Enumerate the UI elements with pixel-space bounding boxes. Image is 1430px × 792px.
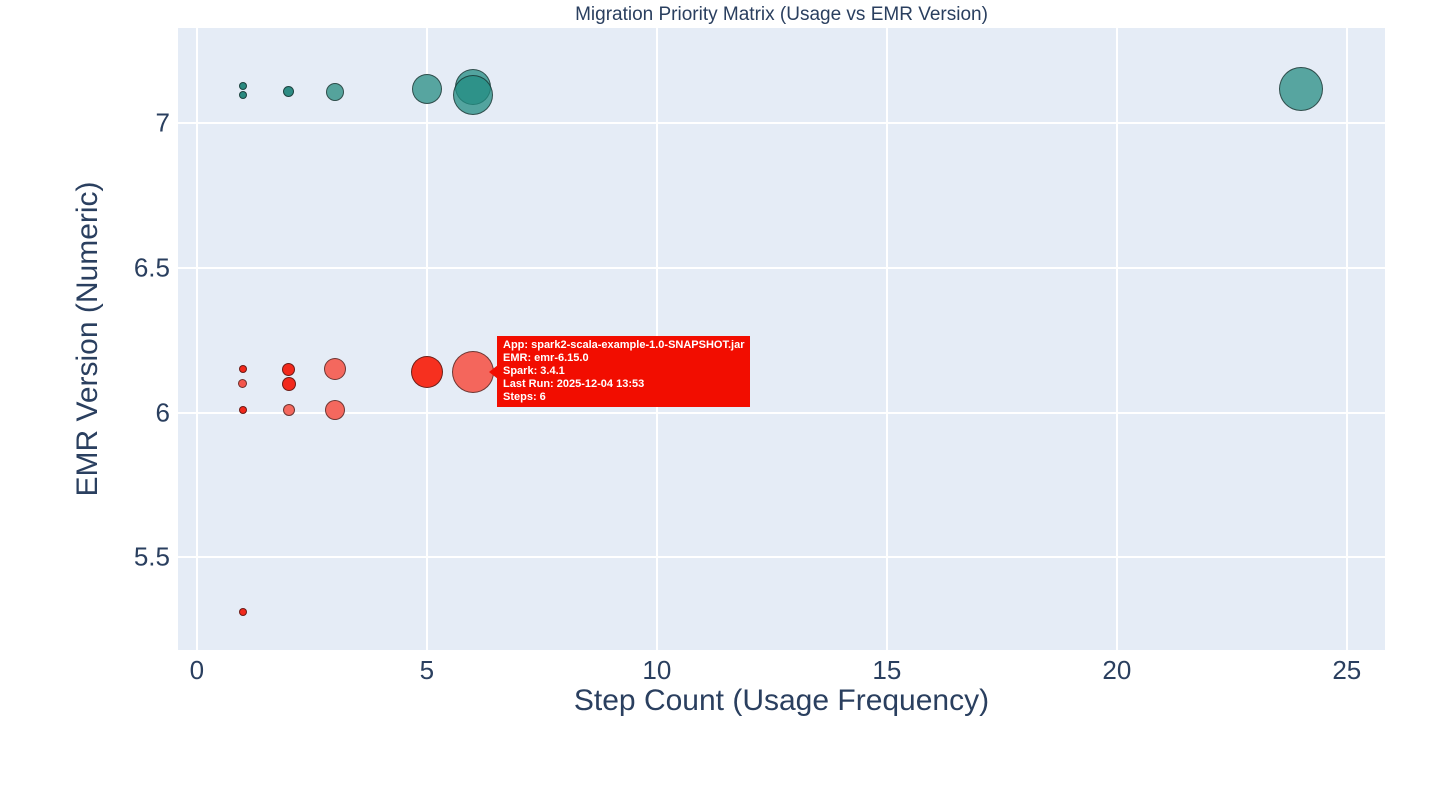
data-point-bubble[interactable] bbox=[324, 399, 345, 420]
x-tick-label: 0 bbox=[189, 655, 205, 685]
x-tick-label: 20 bbox=[1102, 655, 1132, 685]
data-point-bubble[interactable] bbox=[325, 82, 344, 101]
gridline-vertical bbox=[885, 28, 888, 650]
x-tick-label: 10 bbox=[642, 655, 672, 685]
data-point-bubble[interactable] bbox=[238, 81, 247, 90]
x-tick-label: 5 bbox=[419, 655, 435, 685]
x-axis-title: Step Count (Usage Frequency) bbox=[573, 684, 990, 717]
tooltip-line-emr: EMR: emr-6.15.0 bbox=[503, 352, 589, 364]
y-tick-label: 7 bbox=[155, 107, 170, 138]
data-point-bubble[interactable] bbox=[323, 358, 346, 381]
tooltip-line-app: App: spark2-scala-example-1.0-SNAPSHOT.j… bbox=[503, 339, 745, 351]
data-point-bubble[interactable] bbox=[283, 86, 295, 98]
data-point-bubble[interactable] bbox=[238, 608, 247, 617]
plot-area[interactable] bbox=[178, 28, 1385, 650]
tooltip-line-steps: Steps: 6 bbox=[503, 391, 546, 403]
data-point-bubble[interactable] bbox=[282, 362, 296, 376]
y-tick-label: 6 bbox=[155, 397, 170, 428]
gridline-vertical bbox=[195, 28, 198, 650]
tooltip-arrow bbox=[489, 365, 498, 379]
y-axis-title: EMR Version (Numeric) bbox=[71, 181, 104, 497]
data-point-bubble[interactable] bbox=[281, 376, 296, 391]
gridline-vertical bbox=[425, 28, 428, 650]
data-point-bubble[interactable] bbox=[410, 356, 443, 389]
gridline-horizontal bbox=[178, 122, 1385, 125]
gridline-horizontal bbox=[178, 267, 1385, 270]
gridline-vertical bbox=[1345, 28, 1348, 650]
data-point-bubble[interactable] bbox=[452, 74, 493, 115]
data-point-bubble[interactable] bbox=[238, 405, 247, 414]
data-point-bubble-hovered[interactable] bbox=[451, 351, 494, 394]
data-point-bubble[interactable] bbox=[238, 365, 247, 374]
data-point-bubble[interactable] bbox=[1278, 66, 1323, 111]
x-tick-label: 25 bbox=[1332, 655, 1362, 685]
gridline-horizontal bbox=[178, 556, 1385, 559]
y-tick-label: 5.5 bbox=[133, 541, 170, 572]
gridline-horizontal bbox=[178, 411, 1385, 414]
x-tick-label: 15 bbox=[872, 655, 902, 685]
tooltip-line-last-run: Last Run: 2025-12-04 13:53 bbox=[503, 378, 645, 390]
tooltip-line-spark: Spark: 3.4.1 bbox=[503, 365, 565, 377]
gridline-vertical bbox=[1115, 28, 1118, 650]
data-point-bubble[interactable] bbox=[238, 90, 247, 99]
hover-tooltip: App: spark2-scala-example-1.0-SNAPSHOT.j… bbox=[489, 336, 751, 407]
y-tick-label: 6.5 bbox=[133, 252, 170, 283]
data-point-bubble[interactable] bbox=[282, 403, 295, 416]
chart-title: Migration Priority Matrix (Usage vs EMR … bbox=[575, 4, 988, 25]
data-point-bubble[interactable] bbox=[411, 73, 442, 104]
data-point-bubble[interactable] bbox=[238, 379, 248, 389]
